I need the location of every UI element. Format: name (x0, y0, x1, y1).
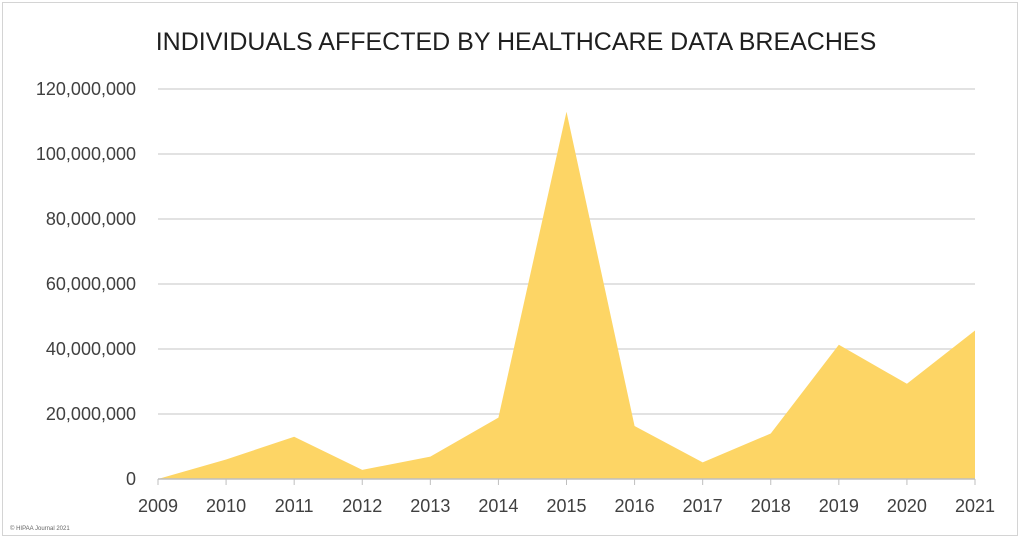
x-tick-label: 2019 (819, 496, 859, 516)
x-tick-label: 2012 (342, 496, 382, 516)
x-tick-label: 2013 (410, 496, 450, 516)
y-axis: 0 20,000,000 40,000,000 60,000,000 80,000,00… (36, 79, 136, 489)
copyright-credit: © HIPAA Journal 2021 (10, 525, 70, 532)
y-tick-label: 20,000,000 (46, 404, 136, 424)
x-tick-label: 2009 (138, 496, 178, 516)
x-tick-label: 2016 (615, 496, 655, 516)
y-tick-label: 60,000,000 (46, 274, 136, 294)
x-tick-label: 2021 (955, 496, 995, 516)
x-axis (157, 478, 976, 485)
y-tick-label: 80,000,000 (46, 209, 136, 229)
x-tick-label: 2011 (275, 496, 314, 516)
x-axis-labels: 2009 2010 2011 2012 2013 2014 2015 2016 2017 2018… (138, 496, 995, 516)
x-tick-label: 2010 (206, 496, 246, 516)
area-series (157, 111, 976, 480)
x-tick-label: 2020 (887, 496, 927, 516)
x-tick-label: 2017 (683, 496, 723, 516)
x-tick-label: 2015 (546, 496, 586, 516)
y-tick-label: 120,000,000 (36, 79, 136, 99)
y-tick-label: 100,000,000 (36, 144, 136, 164)
area-fill (158, 111, 975, 479)
x-tick-label: 2018 (751, 496, 791, 516)
y-tick-label: 40,000,000 (46, 339, 136, 359)
x-tick-label: 2014 (478, 496, 518, 516)
chart-title: INDIVIDUALS AFFECTED BY HEALTHCARE DATA … (156, 28, 877, 56)
y-tick-label: 0 (126, 469, 136, 489)
